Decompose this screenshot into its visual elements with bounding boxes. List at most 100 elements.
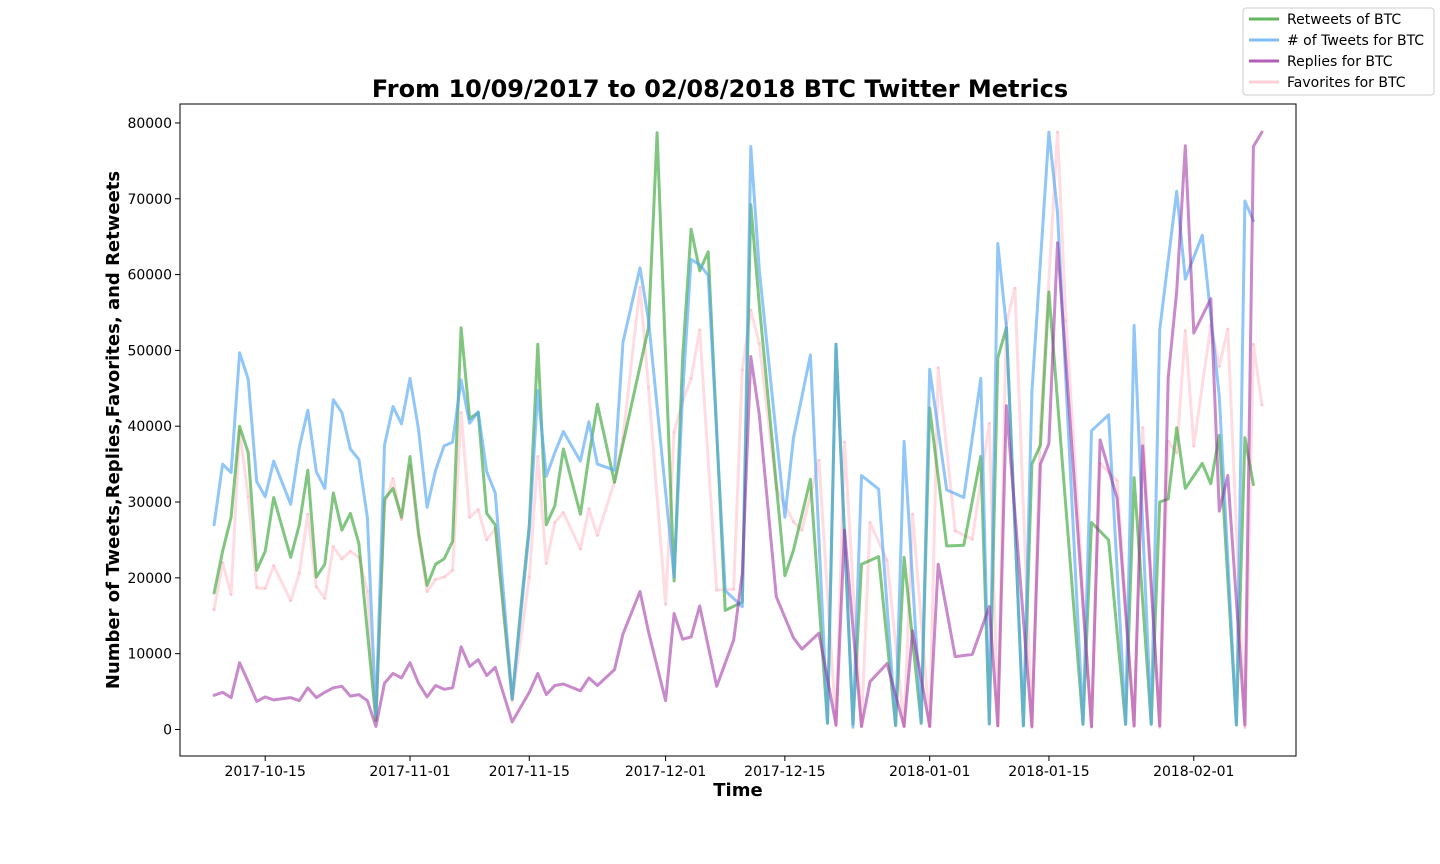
favorites-point: [1115, 479, 1119, 483]
favorites-point: [485, 538, 489, 542]
favorites-point: [349, 549, 352, 553]
favorites-point: [647, 386, 650, 389]
x-tick-label: 2017-11-15: [489, 764, 570, 780]
y-tick-label: 0: [163, 722, 172, 738]
legend-box: [1242, 7, 1435, 96]
x-tick-label: 2017-10-15: [225, 764, 306, 780]
favorites-point: [331, 545, 335, 549]
legend-label: Replies for BTC: [1287, 54, 1393, 70]
y-tick-label: 60000: [127, 268, 172, 284]
favorites-point: [987, 421, 991, 425]
y-tick-label: 80000: [127, 116, 172, 132]
favorites-point: [885, 559, 889, 562]
y-axis: 0 10000 20000 30000 40000 50000 60000 70000 8000…: [127, 116, 180, 738]
favorites-point: [1183, 329, 1187, 333]
favorites-point: [366, 590, 369, 593]
favorites-point: [698, 328, 702, 332]
y-tick-label: 10000: [127, 647, 172, 663]
favorites-point: [638, 286, 642, 289]
x-tick-label: 2018-01-15: [1008, 764, 1089, 780]
favorites-point: [689, 377, 693, 380]
series-line-3: [212, 130, 1264, 728]
favorites-point: [442, 575, 446, 579]
x-tick-label: 2017-12-15: [744, 764, 825, 780]
favorites-point: [544, 562, 548, 565]
y-axis-title: Number of Tweets,Replies,Favorites, and …: [103, 171, 124, 689]
favorites-point: [527, 575, 531, 579]
legend: Retweets of BTC # of Tweets for BTC Replie…: [1242, 7, 1435, 96]
y-tick-label: 70000: [127, 192, 172, 208]
favorites-point: [289, 599, 293, 602]
x-tick-label: 2017-11-01: [369, 764, 450, 780]
favorites-point: [587, 507, 591, 511]
favorites-point: [800, 528, 804, 532]
favorites-point: [562, 511, 565, 514]
favorites-point: [953, 529, 957, 533]
favorites-point: [1175, 451, 1179, 455]
favorites-point: [451, 568, 454, 572]
favorites-point: [579, 547, 582, 551]
series-line-2: [212, 130, 1255, 729]
favorites-point: [425, 590, 429, 593]
favorites-point: [272, 564, 276, 568]
favorites-point: [1243, 725, 1247, 729]
favorites-point: [1141, 426, 1145, 430]
favorites-point: [1252, 342, 1255, 346]
favorites-point: [1013, 286, 1017, 290]
favorites-point: [868, 521, 872, 524]
favorites-point: [596, 534, 599, 537]
favorites-point: [297, 571, 301, 575]
favorites-point: [1260, 403, 1264, 407]
favorites-point: [434, 578, 437, 581]
favorites-point: [757, 342, 761, 345]
favorites-point: [732, 587, 736, 591]
favorites-point: [715, 588, 719, 592]
legend-label: # of Tweets for BTC: [1287, 33, 1424, 49]
favorites-point: [792, 520, 795, 524]
x-axis: 2017-10-15 2017-11-01 2017-11-15 2017-12-01…: [225, 756, 1234, 780]
x-tick-label: 2017-12-01: [625, 764, 706, 780]
favorites-point: [1217, 364, 1221, 368]
favorites-point: [1056, 130, 1059, 134]
favorites-point: [970, 537, 974, 541]
favorites-point: [459, 411, 463, 414]
favorites-point: [740, 368, 744, 372]
favorites-point: [817, 458, 821, 462]
y-tick-label: 40000: [127, 419, 172, 435]
favorites-point: [536, 455, 540, 458]
favorites-point: [843, 440, 846, 444]
legend-label: Favorites for BTC: [1287, 75, 1406, 91]
favorites-point: [246, 495, 250, 499]
favorites-point: [255, 586, 259, 590]
y-tick-label: 30000: [127, 495, 172, 511]
favorites-point: [314, 585, 318, 589]
favorites-point: [212, 608, 216, 612]
favorites-point: [306, 512, 310, 516]
favorites-point: [664, 603, 667, 606]
chart-title: From 10/09/2017 to 02/08/2018 BTC Twitte…: [372, 75, 1068, 103]
legend-label: Retweets of BTC: [1287, 12, 1401, 28]
favorites-point: [1064, 319, 1068, 323]
series-layer: [212, 130, 1264, 729]
favorites-point: [1226, 327, 1230, 331]
favorites-point: [229, 593, 233, 596]
x-axis-title: Time: [713, 780, 762, 801]
x-tick-label: 2018-02-01: [1153, 764, 1234, 780]
x-tick-label: 2018-01-01: [889, 764, 970, 780]
favorites-point: [391, 477, 395, 480]
favorites-point: [749, 308, 753, 312]
favorites-point: [323, 596, 327, 600]
favorites-point: [553, 521, 557, 524]
favorites-point: [340, 557, 344, 561]
y-tick-label: 20000: [127, 571, 172, 587]
favorites-point: [1192, 444, 1196, 448]
y-tick-label: 50000: [127, 343, 172, 359]
favorites-point: [468, 515, 471, 519]
favorites-point: [911, 512, 914, 516]
favorites-point: [400, 518, 403, 521]
favorites-point: [476, 508, 480, 511]
favorites-point: [936, 366, 940, 370]
favorites-point: [263, 587, 267, 590]
favorites-point: [672, 430, 676, 434]
